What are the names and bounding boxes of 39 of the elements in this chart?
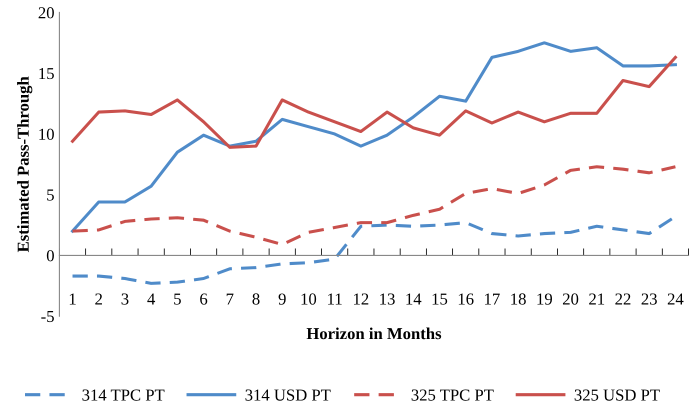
legend-label: 325 TPC PT	[412, 389, 494, 401]
y-axis-title: Estimated Pass-Through	[17, 76, 32, 252]
x-axis-title: Horizon in Months	[306, 327, 442, 340]
x-tick-label: 10	[302, 293, 316, 305]
x-tick-label: 20	[562, 293, 578, 305]
x-tick-label: 19	[537, 293, 552, 305]
x-tick-label: 13	[380, 293, 395, 305]
x-tick-label: 2	[95, 293, 102, 304]
x-tick-label: 22	[615, 293, 630, 304]
y-tick-label: 5	[47, 190, 54, 201]
x-tick-label: 6	[200, 293, 208, 305]
x-tick-label: 23	[642, 293, 657, 305]
y-tick-label: 20	[38, 7, 54, 18]
x-tick-label: 15	[432, 293, 448, 305]
x-tick-label: 1	[70, 293, 76, 304]
x-tick-label: 21	[589, 293, 604, 304]
line-series	[70, 165, 677, 246]
legend-label: 325 USD PT	[574, 389, 660, 401]
x-tick-label: 16	[458, 293, 474, 305]
x-tick-label: 17	[485, 293, 500, 304]
y-tick-label: 10	[39, 128, 54, 140]
line-series	[70, 41, 677, 233]
x-tick-label: 11	[328, 293, 342, 304]
legend-label: 314 TPC PT	[82, 389, 164, 401]
x-tick-label: 3	[122, 293, 128, 305]
y-tick-label: 15	[39, 68, 54, 80]
x-tick-label: 18	[511, 293, 526, 305]
x-tick-label: 7	[226, 294, 234, 304]
x-tick-label: 8	[252, 293, 260, 305]
x-tick-label: 24	[668, 293, 684, 304]
x-tick-label: 9	[278, 293, 286, 305]
x-tick-label: 5	[174, 294, 181, 305]
x-tick-label: 14	[406, 293, 422, 304]
y-tick-label: -5	[41, 311, 54, 322]
line-series	[70, 56, 677, 149]
legend-label: 314 USD PT	[246, 389, 331, 401]
x-tick-label: 12	[354, 293, 368, 304]
y-tick-label: 0	[46, 250, 54, 262]
x-tick-label: 4	[147, 294, 156, 304]
